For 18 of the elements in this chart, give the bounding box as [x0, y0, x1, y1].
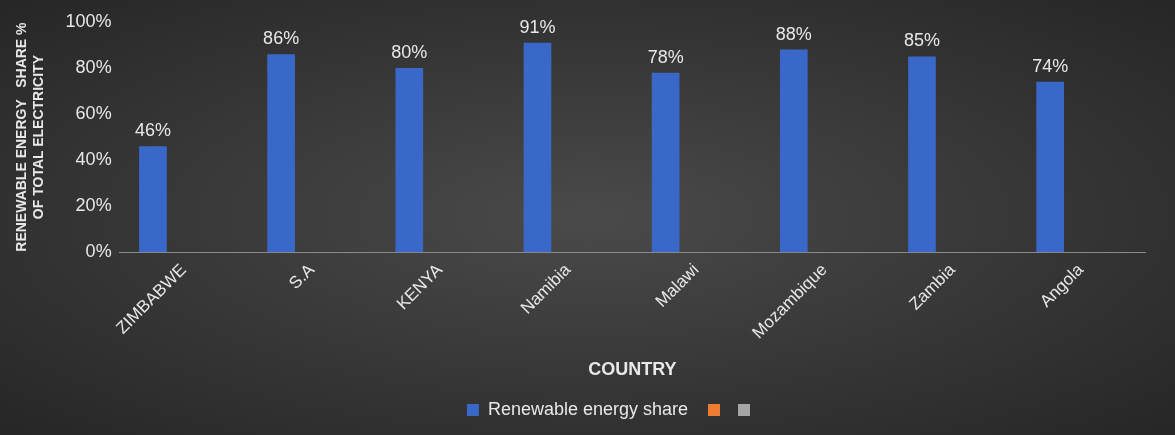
y-tick-label: 20%: [75, 195, 112, 216]
y-tick-label: 60%: [75, 103, 112, 124]
text: 91%: [519, 16, 556, 37]
text: 86%: [263, 28, 300, 49]
text: 88%: [775, 23, 812, 44]
y-tick-label: 80%: [75, 57, 112, 77]
text: 85%: [903, 30, 940, 51]
y-axis-title: RENEWABLE ENERGY SHARE % OF TOTAL ELECTRICITY: [13, 21, 47, 252]
y-tick-label: 0%: [85, 241, 112, 262]
text: 46%: [134, 120, 171, 141]
text: 74%: [1032, 55, 1069, 76]
text: 80%: [391, 42, 428, 62]
legend-label: Renewable energy share: [487, 398, 689, 419]
x-axis-title: COUNTRY: [588, 359, 677, 380]
text: 78%: [647, 46, 684, 67]
x-tick-label: S.A: [285, 259, 319, 293]
y-tick-label: 100%: [65, 10, 112, 31]
y-tick-label: 40%: [75, 149, 112, 170]
